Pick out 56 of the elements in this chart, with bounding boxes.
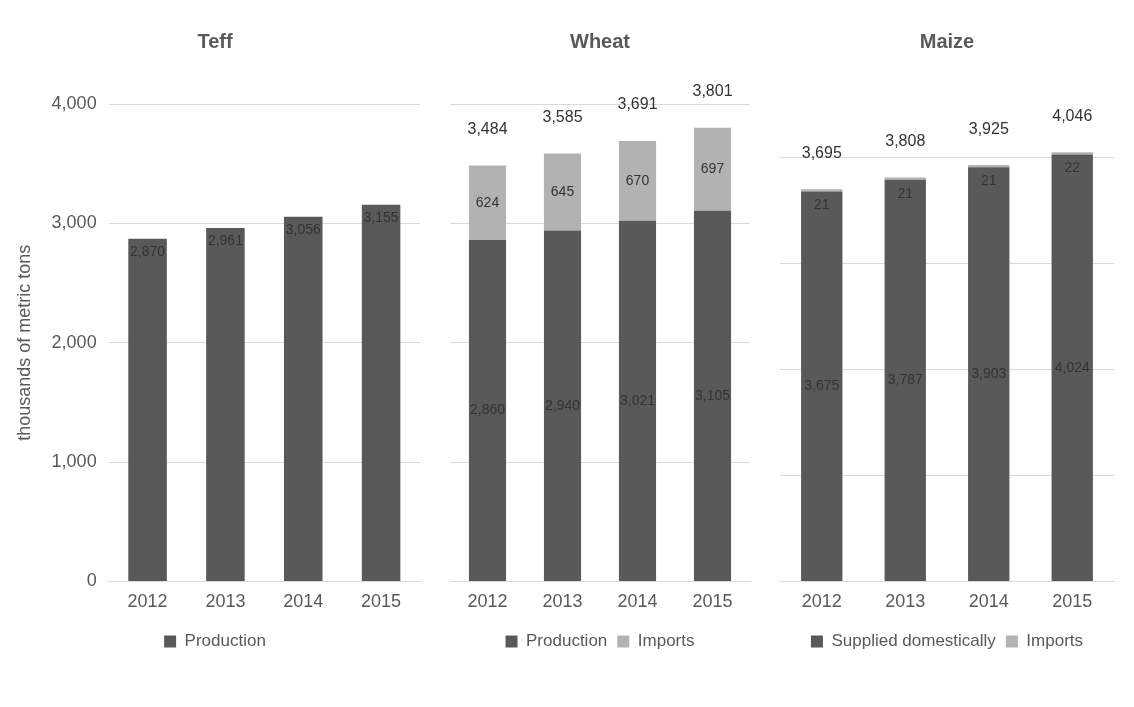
bar xyxy=(361,204,401,581)
total-label: 3,925 xyxy=(968,119,1009,137)
x-tick-label: 2012 xyxy=(467,591,508,612)
chart-title: Maize xyxy=(919,29,975,52)
legend-label: Production xyxy=(184,631,266,651)
x-tick-label: 2015 xyxy=(361,591,402,612)
x-tick-label: 2014 xyxy=(968,591,1009,612)
x-tick-label: 2013 xyxy=(205,591,246,612)
data-label: 645 xyxy=(550,182,575,199)
legend-label: Imports xyxy=(637,631,695,651)
bar xyxy=(884,177,926,180)
x-tick-label: 2013 xyxy=(885,591,926,612)
y-tick-label: 1,000 xyxy=(51,451,97,472)
legend-label: Production xyxy=(526,631,608,651)
y-tick-label: 3,000 xyxy=(51,212,97,233)
x-tick-label: 2013 xyxy=(542,591,583,612)
bar xyxy=(884,179,926,581)
data-label: 697 xyxy=(700,160,725,177)
total-label: 3,484 xyxy=(467,119,508,137)
y-tick-label: 0 xyxy=(86,570,97,591)
bar xyxy=(618,140,657,221)
y-tick-label: 4,000 xyxy=(51,92,97,113)
y-tick-label: 2,000 xyxy=(51,331,97,352)
y-axis-title: thousands of metric tons xyxy=(13,244,34,441)
bar xyxy=(801,191,843,581)
total-label: 3,585 xyxy=(542,107,583,125)
chart-title: Wheat xyxy=(570,29,631,52)
bar xyxy=(1051,154,1093,581)
x-tick-label: 2014 xyxy=(617,591,658,612)
bar xyxy=(283,216,323,581)
total-label: 3,691 xyxy=(617,95,658,113)
data-label: 624 xyxy=(475,193,500,210)
legend-label: Imports xyxy=(1026,631,1084,651)
bar xyxy=(693,210,732,581)
bar xyxy=(801,189,843,192)
bar xyxy=(618,220,657,581)
chart-title: Teff xyxy=(197,29,233,52)
bar xyxy=(468,240,507,581)
x-tick-label: 2014 xyxy=(283,591,324,612)
x-tick-label: 2015 xyxy=(692,591,733,612)
bar xyxy=(543,153,582,231)
x-tick-label: 2012 xyxy=(801,591,842,612)
legend-label: Supplied domestically xyxy=(831,631,997,651)
bar xyxy=(693,127,732,211)
bar xyxy=(468,165,507,241)
total-label: 3,808 xyxy=(885,131,926,149)
total-label: 3,695 xyxy=(801,143,842,161)
bar xyxy=(968,167,1010,581)
bar xyxy=(543,230,582,581)
bar xyxy=(206,228,245,581)
total-label: 4,046 xyxy=(1052,106,1093,124)
total-label: 3,801 xyxy=(692,82,733,100)
data-label: 670 xyxy=(625,171,650,188)
x-tick-label: 2012 xyxy=(127,591,168,612)
x-tick-label: 2015 xyxy=(1052,591,1093,612)
bar xyxy=(128,238,167,581)
